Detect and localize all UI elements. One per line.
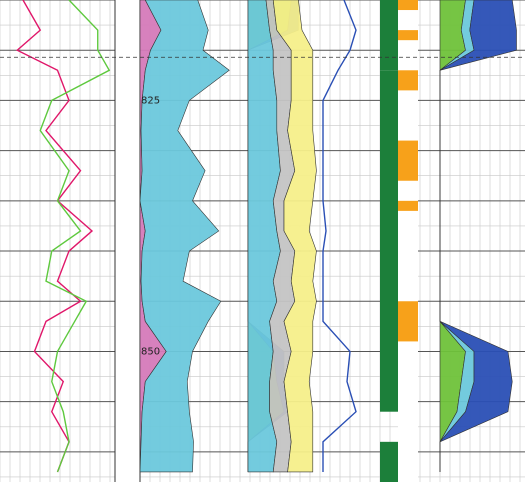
stacked-area-3-2 (272, 0, 317, 473)
interval-6-1 (398, 30, 418, 41)
interval-6-4 (398, 200, 418, 211)
stacked-area-1-1 (139, 0, 230, 473)
interval-5-2 (380, 441, 398, 482)
interval-6-5 (398, 301, 418, 342)
interval-6-2 (398, 70, 418, 91)
interval-5-1 (380, 70, 398, 412)
interval-5-0 (380, 0, 398, 71)
depth-tick-label: 825 (141, 95, 160, 106)
interval-6-3 (398, 140, 418, 181)
depth-track (115, 0, 140, 482)
log-curve-4-0 (322, 0, 357, 472)
stacked-area-7-2 (439, 0, 517, 472)
depth-tick-label: 850 (141, 346, 160, 357)
interval-6-0 (398, 0, 418, 11)
flag-track-bg (398, 0, 418, 482)
log-curve-0-0 (16, 0, 94, 473)
log-curve-0-1 (39, 0, 111, 473)
